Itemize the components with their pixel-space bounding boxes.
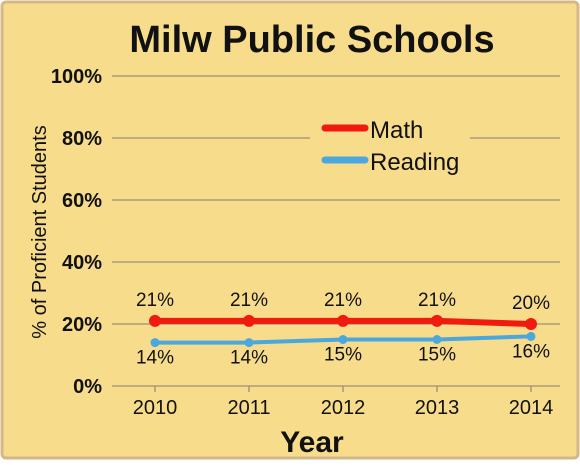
- data-point-reading: [244, 338, 254, 348]
- legend-label-math: Math: [370, 117, 423, 144]
- data-label-math: 21%: [324, 290, 362, 311]
- x-axis-label: Year: [280, 426, 344, 459]
- data-label-reading: 14%: [136, 348, 174, 369]
- x-tick-label: 2012: [321, 397, 366, 419]
- series: 21% 21% 21% 21% 20% 14% 14% 15% 15% 16%: [136, 290, 550, 369]
- x-tick-label: 2011: [227, 397, 270, 419]
- data-point-math: [525, 318, 537, 330]
- data-point-math: [243, 314, 255, 327]
- data-label-math: 21%: [418, 290, 456, 311]
- y-tick-label: 80%: [62, 128, 102, 150]
- data-point-math: [337, 314, 349, 327]
- y-tick-label: 0%: [73, 376, 102, 398]
- legend: Math Reading: [310, 108, 470, 184]
- x-tick-label: 2014: [509, 397, 554, 419]
- legend-background: [310, 108, 470, 184]
- data-point-math: [149, 314, 161, 327]
- y-tick-label: 60%: [62, 190, 102, 212]
- data-label-reading: 14%: [230, 348, 268, 369]
- data-label-math: 21%: [230, 290, 268, 311]
- y-tick-label: 20%: [62, 314, 102, 336]
- data-label-reading: 15%: [418, 345, 456, 366]
- data-point-reading: [338, 335, 348, 344]
- data-point-math: [431, 314, 443, 327]
- data-label-reading: 16%: [512, 341, 550, 362]
- data-label-math: 20%: [512, 293, 550, 314]
- x-tick-label: 2010: [133, 397, 178, 419]
- data-label-reading: 15%: [324, 345, 362, 366]
- y-tick-label: 40%: [62, 252, 102, 274]
- chart-title: Milw Public Schools: [129, 19, 494, 61]
- y-axis-label: % of Proficient Students: [29, 125, 51, 338]
- data-label-math: 21%: [136, 290, 174, 311]
- data-point-reading: [526, 331, 536, 341]
- data-point-reading: [432, 335, 442, 344]
- x-tick-label: 2013: [415, 397, 460, 419]
- y-tick-label: 100%: [51, 66, 102, 88]
- y-axis-ticks: 0% 20% 40% 60% 80% 100%: [51, 66, 102, 398]
- x-axis-ticks: 2010 2011 2012 2013 2014: [133, 386, 554, 419]
- legend-label-reading: Reading: [370, 149, 459, 176]
- data-point-reading: [150, 338, 160, 348]
